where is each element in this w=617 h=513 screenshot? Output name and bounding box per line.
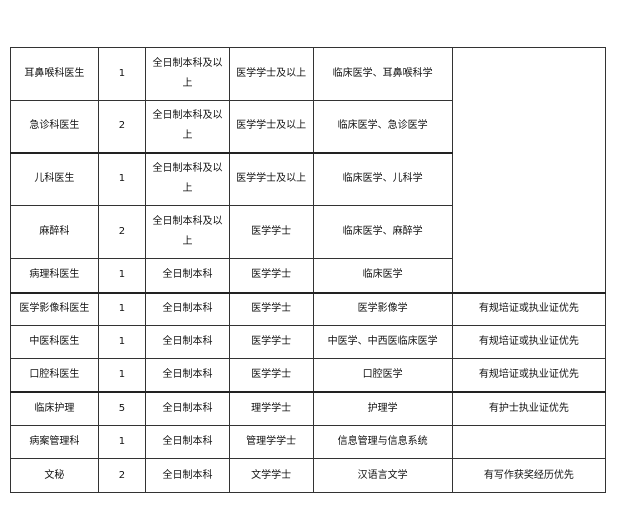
count-cell: 5 [97,390,147,426]
education-cell: 全日制本科及以上 [145,151,230,206]
table-row: 急诊科医生 2 全日制本科及以上 医学学士及以上 临床医学、急诊医学 [10,100,606,153]
table-row: 临床护理 5 全日制本科 理学学士 护理学 有护士执业证优先 [10,390,607,426]
degree-cell: 医学学士 [228,205,314,259]
degree-cell: 医学学士及以上 [228,100,314,153]
count-cell: 2 [97,205,147,259]
education-cell: 全日制本科 [145,390,230,426]
count-cell: 2 [97,100,147,153]
major-cell: 汉语言文学 [312,458,453,493]
major-cell: 临床医学、急诊医学 [312,100,453,153]
position-cell: 病案管理科 [10,425,99,459]
degree-cell: 医学学士 [228,258,314,293]
table-row: 麻醉科 2 全日制本科及以上 医学学士 临床医学、麻醉学 [10,205,606,259]
count-cell: 1 [97,358,147,392]
note-cell [451,425,607,459]
major-cell: 信息管理与信息系统 [312,425,453,459]
table-row: 文秘 2 全日制本科 文学学士 汉语言文学 有写作获奖经历优先 [10,458,607,493]
recruitment-table: 耳鼻喉科医生 1 全日制本科及以上 医学学士及以上 临床医学、耳鼻喉科学 急诊科… [10,47,607,493]
table-row: 病案管理科 1 全日制本科 管理学学士 信息管理与信息系统 [10,425,607,459]
education-cell: 全日制本科 [145,358,230,392]
note-cell-merged [451,47,607,293]
degree-cell: 理学学士 [228,390,314,426]
degree-cell: 医学学士及以上 [228,151,314,206]
count-cell: 1 [97,151,147,206]
table-row: 口腔科医生 1 全日制本科 医学学士 口腔医学 有规培证或执业证优先 [10,358,607,392]
major-cell: 临床医学 [312,258,453,293]
count-cell: 2 [97,458,147,493]
note-cell: 有规培证或执业证优先 [451,291,607,326]
table-row: 耳鼻喉科医生 1 全日制本科及以上 医学学士及以上 临床医学、耳鼻喉科学 [10,47,607,293]
major-cell: 中医学、中西医临床医学 [312,325,453,359]
table-row: 中医科医生 1 全日制本科 医学学士 中医学、中西医临床医学 有规培证或执业证优… [10,325,607,359]
count-cell: 1 [97,325,147,359]
position-cell: 文秘 [10,458,99,493]
degree-cell: 医学学士及以上 [228,47,314,101]
note-cell: 有规培证或执业证优先 [451,358,607,392]
degree-cell: 管理学学士 [228,425,314,459]
education-cell: 全日制本科 [145,291,230,326]
position-cell: 中医科医生 [10,325,99,359]
count-cell: 1 [97,291,147,326]
position-cell: 口腔科医生 [10,358,99,392]
education-cell: 全日制本科及以上 [145,205,230,259]
degree-cell: 医学学士 [228,358,314,392]
table-row: 医学影像科医生 1 全日制本科 医学学士 医学影像学 有规培证或执业证优先 [10,291,607,326]
degree-cell: 医学学士 [228,291,314,326]
position-cell: 耳鼻喉科医生 [10,47,99,101]
note-cell: 有规培证或执业证优先 [451,325,607,359]
position-cell: 医学影像科医生 [10,291,99,326]
major-cell: 医学影像学 [312,291,453,326]
position-cell: 儿科医生 [10,151,99,206]
major-cell: 口腔医学 [312,358,453,392]
count-cell: 1 [97,258,147,293]
major-cell: 临床医学、儿科学 [312,151,453,206]
note-cell: 有护士执业证优先 [451,390,607,426]
position-cell: 急诊科医生 [10,100,99,153]
degree-cell: 医学学士 [228,325,314,359]
education-cell: 全日制本科 [145,458,230,493]
count-cell: 1 [97,47,147,101]
education-cell: 全日制本科及以上 [145,100,230,153]
major-cell: 临床医学、麻醉学 [312,205,453,259]
position-cell: 病理科医生 [10,258,99,293]
degree-cell: 文学学士 [228,458,314,493]
major-cell: 临床医学、耳鼻喉科学 [312,47,453,101]
education-cell: 全日制本科 [145,425,230,459]
education-cell: 全日制本科及以上 [145,47,230,101]
note-cell: 有写作获奖经历优先 [451,458,607,493]
table-row: 病理科医生 1 全日制本科 医学学士 临床医学 [10,258,606,293]
major-cell: 护理学 [312,390,453,426]
count-cell: 1 [97,425,147,459]
education-cell: 全日制本科 [145,325,230,359]
education-cell: 全日制本科 [145,258,230,293]
position-cell: 临床护理 [10,390,99,426]
position-cell: 麻醉科 [10,205,99,259]
